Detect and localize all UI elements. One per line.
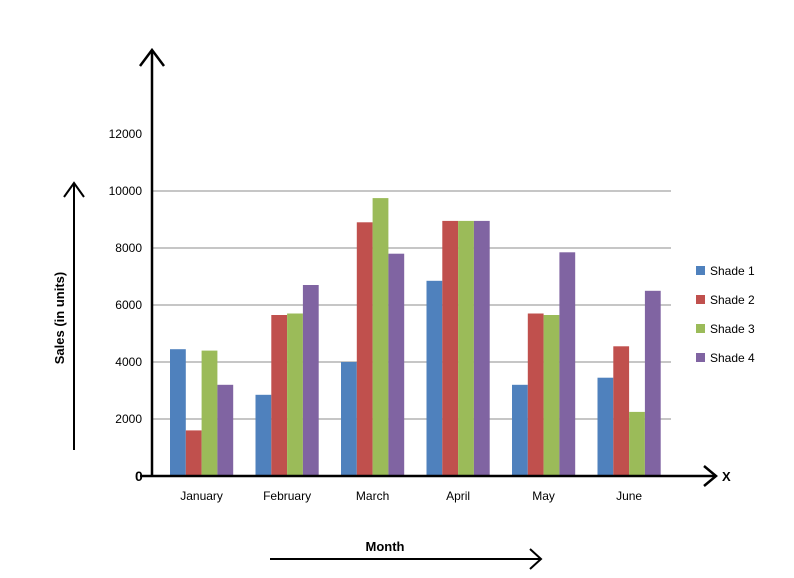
y-tick-label: 12000 (109, 127, 143, 141)
bar-shade-4-april (473, 220, 490, 476)
bar-shade-1-february (255, 394, 272, 476)
x-tick-label-march: March (356, 489, 389, 503)
bar-shade-1-may (512, 384, 528, 476)
y-tick-label: 2000 (115, 412, 142, 426)
bar-shade-2-may (527, 313, 544, 476)
bar-shade-1-april (426, 280, 443, 476)
bar-shade-4-january (217, 384, 234, 476)
bar-shade-4-june (644, 290, 661, 477)
bar-shade-3-april (458, 220, 474, 476)
legend-label: Shade 1 (710, 264, 755, 278)
legend: Shade 1 Shade 2 Shade 3 Shade 4 (696, 264, 755, 365)
y-tick-labels: 2000 4000 6000 8000 10000 12000 (109, 127, 143, 426)
legend-label: Shade 3 (710, 322, 755, 336)
y-tick-label: 10000 (109, 184, 143, 198)
bar-shade-2-february (271, 315, 288, 476)
x-tick-label-april: April (446, 489, 470, 503)
x-axis-arrowhead (703, 465, 718, 487)
bar-shade-2-january (185, 430, 202, 476)
y-title-arrowhead (63, 181, 85, 198)
y-tick-label: 8000 (115, 241, 142, 255)
origin-zero-label: 0 (135, 468, 143, 484)
legend-swatch (696, 295, 705, 304)
bar-shade-3-march (372, 198, 389, 476)
x-tick-labels: January February March April May June (180, 489, 642, 503)
x-title-arrowhead (529, 548, 543, 570)
legend-label: Shade 4 (710, 351, 755, 365)
y-axis-title: Sales (in units) (52, 272, 67, 364)
bar-shade-4-february (302, 285, 319, 476)
x-axis-letter: X (722, 469, 731, 484)
bar-shade-1-june (597, 377, 614, 476)
bar-shade-2-april (442, 220, 459, 476)
legend-swatch (696, 266, 705, 275)
legend-swatch (696, 324, 705, 333)
grid-lines (152, 190, 671, 420)
x-tick-label-february: February (263, 489, 311, 503)
x-axis-title: Month (366, 539, 405, 554)
bar-shade-4-march (388, 253, 405, 476)
bar-shade-3-may (543, 315, 560, 476)
y-axis-arrowhead (139, 47, 165, 67)
bar-shade-3-february (287, 313, 303, 476)
y-tick-label: 6000 (115, 298, 142, 312)
legend-label: Shade 2 (710, 293, 755, 307)
y-tick-label: 4000 (115, 355, 142, 369)
bar-shade-3-january (201, 350, 218, 476)
x-tick-label-january: January (180, 489, 223, 503)
bar-shade-2-june (613, 346, 630, 476)
legend-swatch (696, 353, 705, 362)
x-tick-label-may: May (532, 489, 555, 503)
bar-shade-3-june (629, 411, 645, 476)
x-tick-label-june: June (616, 489, 642, 503)
bars (170, 198, 661, 477)
bar-shade-1-january (170, 349, 186, 476)
bar-shade-4-may (559, 252, 576, 476)
bar-shade-2-march (356, 222, 373, 476)
bar-shade-1-march (341, 362, 357, 476)
